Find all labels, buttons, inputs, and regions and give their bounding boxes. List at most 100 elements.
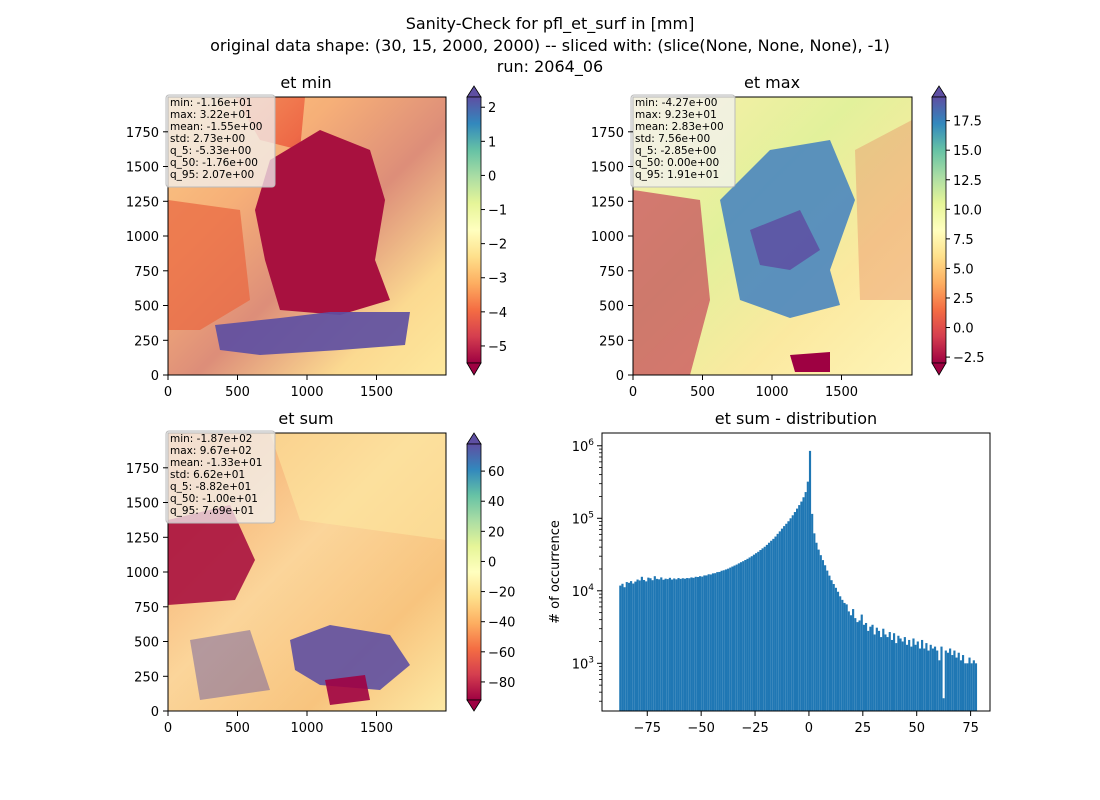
stat-q50: q_50: -1.00e+01 — [170, 493, 258, 505]
histogram-bar — [692, 577, 695, 711]
colorbar-tick-label: 2 — [488, 101, 496, 116]
histogram-bar — [864, 622, 868, 711]
y-tick-label: 250 — [134, 670, 159, 685]
histogram-bar — [953, 650, 956, 711]
stat-std: std: 2.73e+00 — [170, 133, 245, 145]
colorbar-extend-bottom — [931, 362, 947, 376]
heatmap-region-germany — [255, 130, 390, 315]
histogram-bar — [970, 663, 973, 711]
histogram-bar — [651, 580, 654, 711]
histogram-bar — [767, 542, 771, 711]
y-tick-label: 1500 — [126, 497, 159, 512]
histogram-bar — [959, 660, 962, 711]
histogram-bar — [912, 638, 915, 711]
histogram-bar — [699, 576, 702, 711]
histogram-bar — [845, 604, 848, 711]
stats-box-frame — [165, 430, 276, 524]
stat-q95: q_95: 2.07e+00 — [170, 169, 254, 181]
histogram-bar — [655, 578, 659, 711]
y-tick-label: 750 — [134, 265, 159, 280]
histogram-bar — [765, 544, 768, 711]
histogram-bar — [908, 639, 911, 711]
figure-title-line-3: run: 2064_06 — [497, 57, 603, 77]
histogram-bar — [873, 634, 876, 711]
histogram-bar — [783, 526, 786, 711]
colorbar-tick-label: 20 — [488, 525, 505, 540]
histogram-bar — [649, 578, 652, 711]
histogram-bar — [645, 581, 648, 711]
histogram-bar — [849, 615, 853, 711]
x-ticks-et-sum: 0 500 1000 1500 — [164, 711, 393, 736]
colorbar-extend-bottom — [466, 362, 482, 376]
histogram-bar — [774, 536, 777, 711]
y-tick-label: 1500 — [591, 161, 624, 176]
colorbar-tick-label: −40 — [488, 616, 515, 631]
histogram-bar — [811, 513, 814, 711]
histogram-bar — [658, 579, 661, 711]
histogram-bar — [778, 531, 781, 711]
histogram-bar — [724, 569, 728, 711]
colorbar-tick-label: −1 — [488, 204, 507, 219]
stat-q95: q_95: 1.91e+01 — [635, 169, 719, 181]
histogram-bar — [925, 643, 928, 711]
histogram-bar — [634, 581, 637, 711]
stat-min: min: -4.27e+00 — [635, 97, 717, 109]
histogram-bar — [696, 576, 699, 711]
histogram-bar — [903, 637, 906, 711]
heatmap-region-alps — [290, 625, 410, 690]
histogram-bar — [627, 582, 631, 711]
y-tick-label: 1250 — [126, 531, 159, 546]
histogram-bar — [707, 574, 710, 711]
panel-et-sum: et sum min: -1.87e+02 max: 9.67e+02 mean… — [126, 409, 516, 736]
histogram-bar — [964, 663, 967, 711]
heatmap-region-france — [168, 200, 250, 330]
histogram-bar — [841, 599, 844, 711]
axes-frame-distribution — [601, 432, 991, 712]
histogram-bar — [972, 660, 975, 711]
histogram-bar — [709, 574, 712, 711]
histogram-bar — [871, 624, 874, 711]
histogram-bar — [670, 579, 674, 711]
histogram-bar — [968, 657, 971, 711]
heatmap-region-southwest — [190, 630, 270, 700]
histogram-bar — [716, 572, 719, 711]
x-ticks-et-max: 0 500 1000 1500 — [629, 375, 858, 400]
histogram-bar — [737, 563, 740, 711]
stat-q5: q_5: -2.85e+00 — [635, 145, 716, 157]
x-tick-label: 50 — [908, 721, 925, 736]
y-tick-label: 1750 — [126, 462, 159, 477]
histogram-bar — [854, 618, 857, 711]
histogram-bar — [742, 561, 745, 711]
histogram-bar — [761, 548, 764, 711]
histogram-bar — [918, 648, 922, 711]
histogram-bar — [921, 639, 924, 711]
histogram-bar — [944, 650, 947, 711]
heatmap-region-east — [855, 120, 912, 300]
histogram-bar — [884, 634, 887, 711]
stat-mean: mean: 2.83e+00 — [635, 121, 724, 133]
histogram-bar — [949, 648, 952, 711]
stats-box-et-max: min: -4.27e+00 max: 9.23e+01 mean: 2.83e… — [630, 94, 736, 188]
histogram-bar — [929, 644, 932, 711]
x-tick-label: 1000 — [290, 385, 323, 400]
histogram-bar — [882, 628, 885, 711]
colorbar-tick-label: 0 — [488, 555, 496, 570]
axis-title-et-max: et max — [744, 73, 800, 92]
histogram-bar — [815, 542, 818, 711]
histogram-bar — [856, 622, 859, 711]
histogram-bar — [834, 587, 837, 711]
colorbar-tick-label: 60 — [488, 465, 505, 480]
histogram-bar — [862, 624, 865, 711]
y-ticks-distribution: 103 104 105 106 — [572, 438, 602, 702]
colorbar-tick-label: 10.0 — [953, 203, 982, 218]
stats-box-et-sum: min: -1.87e+02 max: 9.67e+02 mean: -1.33… — [165, 430, 276, 524]
y-tick-label: 106 — [572, 438, 595, 455]
x-tick-label: 500 — [690, 385, 715, 400]
histogram-bar — [832, 584, 835, 711]
colorbar-tick-label: −2 — [488, 238, 507, 253]
histogram-bar — [638, 580, 641, 711]
heatmap-et-sum — [168, 433, 446, 711]
histogram-bar — [735, 564, 738, 711]
stat-q95: q_95: 7.69e+01 — [170, 505, 254, 517]
y-tick-label: 103 — [572, 655, 594, 672]
